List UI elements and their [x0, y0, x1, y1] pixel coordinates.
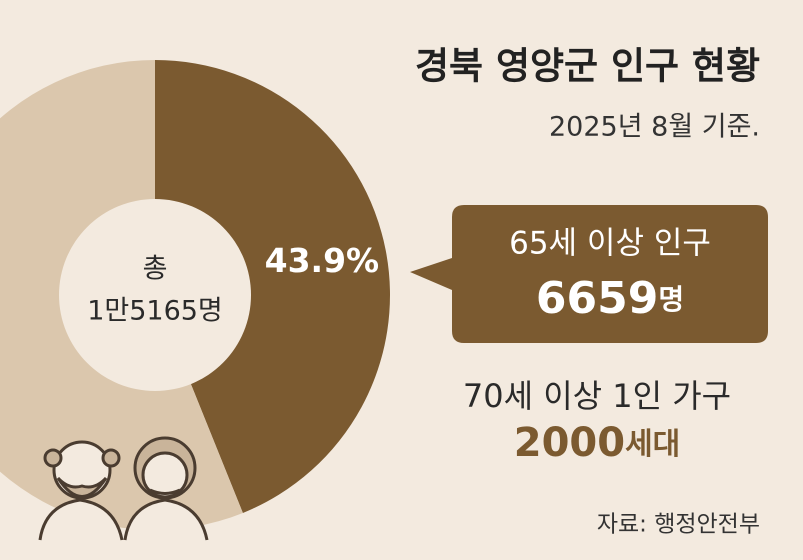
callout-box — [410, 205, 768, 343]
source: 자료: 행정안전부 — [597, 512, 760, 538]
note-label: 70세 이상 1인 가구 — [463, 377, 731, 415]
center-prefix: 총 — [143, 254, 168, 285]
chart-title: 경북 영양군 인구 현황 — [415, 45, 760, 88]
callout-unit: 명 — [658, 283, 684, 316]
note-value: 2000세대 — [514, 420, 681, 466]
woman-face — [141, 451, 189, 499]
woman-body — [123, 498, 209, 541]
man-beard — [56, 476, 108, 498]
chart-subtitle: 2025년 8월 기준. — [549, 112, 760, 143]
callout-label: 65세 이상 인구 — [509, 226, 711, 262]
callout-value: 6659명 — [536, 273, 684, 324]
elderly-icon — [38, 436, 209, 541]
slice — [0, 60, 243, 530]
note-number: 2000 — [514, 420, 625, 466]
slice — [155, 60, 390, 513]
woman-mouth — [149, 488, 181, 495]
man-body — [38, 498, 124, 541]
man-hair-left — [43, 448, 63, 468]
note-unit: 세대 — [625, 427, 680, 462]
callout-number: 6659 — [536, 273, 658, 324]
man-hair-right — [101, 448, 121, 468]
value-label: 43.9% — [265, 241, 380, 280]
donut-hole — [59, 199, 251, 391]
donut — [0, 60, 390, 530]
center-total: 1만5165명 — [87, 296, 223, 327]
